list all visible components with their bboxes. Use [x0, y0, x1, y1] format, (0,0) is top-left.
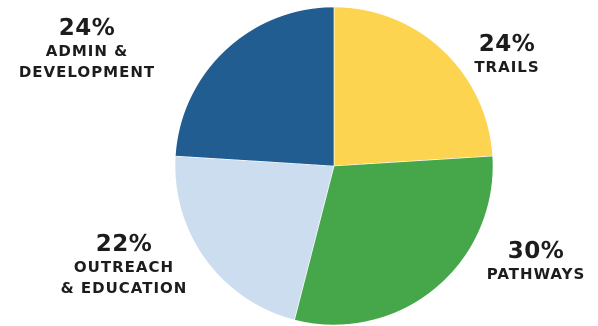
pie-slice-trails — [333, 6, 494, 167]
pct-admin: 24% — [58, 15, 116, 41]
pct-pathways: 30% — [507, 238, 565, 264]
caption-trails: TRAILS — [474, 58, 540, 77]
label-outreach: 22% OUTREACH & EDUCATION — [44, 231, 204, 298]
pct-outreach: 22% — [95, 231, 153, 257]
label-trails: 24% TRAILS — [452, 31, 562, 78]
caption-outreach-line2: & EDUCATION — [60, 278, 188, 297]
label-pathways: 30% PATHWAYS — [474, 238, 598, 285]
caption-pathways: PATHWAYS — [486, 265, 586, 284]
caption-outreach-line1: OUTREACH — [73, 258, 175, 277]
caption-admin-line2: DEVELOPMENT — [18, 62, 156, 81]
pie-slice-admin-development — [174, 6, 335, 167]
pct-trails: 24% — [478, 31, 536, 57]
label-admin: 24% ADMIN & DEVELOPMENT — [2, 15, 172, 82]
caption-admin-line1: ADMIN & — [45, 42, 129, 61]
pie-slice-outreach-education — [174, 155, 335, 321]
pie-slice-pathways — [294, 155, 494, 326]
